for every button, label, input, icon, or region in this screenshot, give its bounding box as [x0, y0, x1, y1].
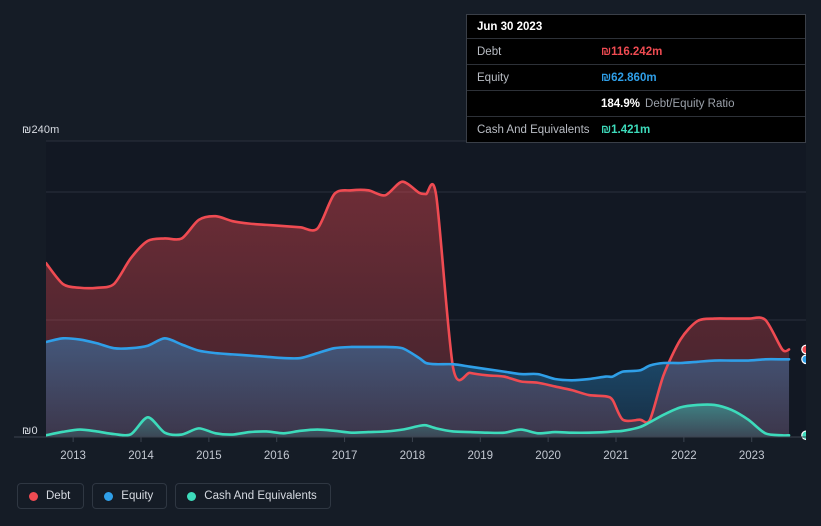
x-axis-label-2023: 2023 [738, 450, 765, 462]
y-axis-label-zero: ₪0 [22, 425, 38, 437]
tooltip-value-equity: ₪62.860m [601, 71, 657, 84]
tooltip-value-cash: ₪1.421m [601, 123, 651, 136]
legend-label: Cash And Equivalents [204, 490, 317, 502]
right-margin-mask [806, 0, 821, 470]
tooltip-date: Jun 30 2023 [477, 21, 543, 33]
x-axis-label-2021: 2021 [603, 450, 629, 462]
legend-dot-icon [104, 491, 114, 501]
tooltip-row-cash: Cash And Equivalents ₪1.421m [467, 116, 805, 142]
x-axis-label-2015: 2015 [196, 450, 222, 462]
tooltip-value-debt: ₪116.242m [601, 45, 663, 58]
x-axis-label-2019: 2019 [467, 450, 494, 462]
legend-item-equity[interactable]: Equity [92, 483, 168, 509]
x-axis-label-2020: 2020 [535, 450, 561, 462]
tooltip-label-equity: Equity [477, 71, 509, 84]
x-axis-label-2018: 2018 [399, 450, 426, 462]
legend-dot-icon [187, 491, 197, 501]
chart-tooltip: Jun 30 2023 Debt ₪116.242m Equity ₪62.86… [466, 14, 806, 143]
x-axis-label-2017: 2017 [331, 450, 358, 462]
tooltip-label-debt: Debt [477, 45, 502, 58]
area-equity [46, 338, 790, 437]
tooltip-value-ratio: 184.9% [601, 97, 641, 110]
x-axis-label-2014: 2014 [128, 450, 154, 462]
chart-plot-area [0, 0, 821, 470]
left-margin-mask [0, 0, 46, 470]
legend-item-cash-and-equivalents[interactable]: Cash And Equivalents [175, 483, 331, 509]
line-cash [44, 403, 791, 437]
line-equity [44, 336, 791, 382]
line-debt [44, 180, 791, 424]
legend-dot-icon [29, 491, 38, 501]
tooltip-row-equity: Equity ₪62.860m [467, 64, 805, 90]
legend-label: Debt [46, 490, 71, 502]
x-axis-label-2013: 2013 [60, 450, 86, 462]
tooltip-row-ratio: 184.9% Debt/Equity Ratio [467, 90, 805, 116]
x-axis-label-2022: 2022 [671, 450, 697, 462]
y-axis-label-max: ₪240m [22, 124, 60, 136]
area-cash [46, 404, 790, 437]
chart-legend: Debt Equity Cash And Equivalents [17, 483, 331, 509]
tooltip-label-ratio: Debt/Equity Ratio [645, 97, 735, 110]
legend-label: Equity [121, 490, 154, 502]
chart-svg [0, 0, 821, 470]
tooltip-label-cash: Cash And Equivalents [477, 123, 590, 136]
tooltip-row-debt: Debt ₪116.242m [467, 38, 805, 64]
x-axis-label-2016: 2016 [263, 450, 290, 462]
legend-item-debt[interactable]: Debt [17, 483, 85, 509]
